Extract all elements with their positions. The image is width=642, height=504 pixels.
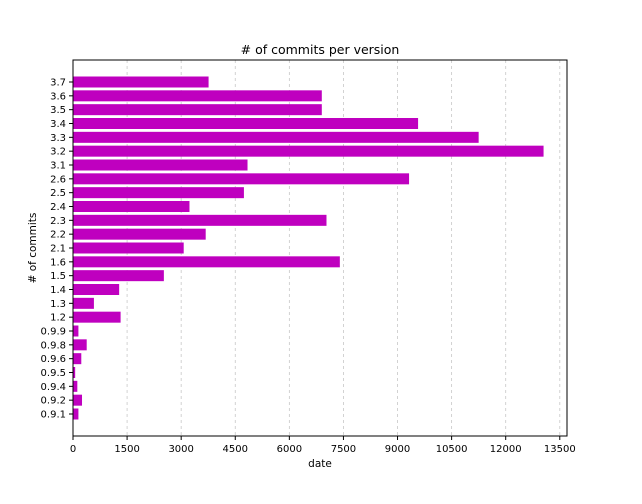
bar-3-2	[73, 145, 544, 157]
y-tick-label: 0.9.8	[41, 340, 66, 351]
y-tick-label: 3.2	[50, 147, 66, 158]
y-tick-label: 3.7	[50, 78, 66, 89]
bar-2-2	[73, 228, 206, 240]
bar-3-3	[73, 131, 479, 143]
x-tick-label: 6000	[277, 444, 302, 455]
bar-3-6	[73, 90, 322, 102]
chart-title: # of commits per version	[241, 42, 400, 57]
bar-1-3	[73, 297, 94, 309]
x-tick-label: 3000	[168, 444, 193, 455]
bar-0-9-2	[73, 394, 83, 406]
x-tick-label: 7500	[331, 444, 356, 455]
y-tick-label: 3.5	[50, 105, 66, 116]
bar-1-2	[73, 311, 121, 323]
y-tick-label: 1.5	[50, 271, 66, 282]
y-tick-label: 3.3	[50, 133, 66, 144]
y-tick-label: 2.1	[50, 244, 66, 255]
y-tick-label: 2.4	[50, 202, 66, 213]
y-tick-label: 0.9.4	[41, 382, 66, 393]
x-tick-label: 9000	[385, 444, 410, 455]
y-tick-label: 2.5	[50, 188, 66, 199]
bar-2-3	[73, 214, 327, 226]
bar-0-9-1	[73, 408, 79, 420]
bar-0-9-4	[73, 380, 78, 392]
y-tick-label: 1.6	[50, 257, 66, 268]
bar-1-4	[73, 284, 120, 295]
bar-3-5	[73, 104, 322, 116]
bar-1-5	[73, 270, 164, 282]
bar-3-1	[73, 159, 248, 171]
y-tick-label: 1.3	[50, 299, 66, 310]
x-axis-ticks: 0 1500 3000 4500 6000 7500 9000 10500 12000 13500	[70, 436, 576, 455]
y-tick-label: 2.2	[50, 230, 66, 241]
bar-2-1	[73, 242, 184, 254]
y-tick-label: 3.6	[50, 91, 66, 102]
y-tick-label: 2.6	[50, 174, 66, 185]
y-tick-label: 0.9.1	[41, 410, 66, 421]
y-tick-label: 1.2	[50, 313, 66, 324]
bar-3-4	[73, 118, 419, 129]
bar-2-4	[73, 201, 190, 212]
y-tick-label: 1.4	[50, 285, 66, 296]
bar-0-9-9	[73, 325, 79, 337]
y-tick-label: 3.1	[50, 161, 66, 172]
bar-1-6	[73, 256, 340, 268]
y-axis-label: # of commits	[27, 213, 39, 284]
y-tick-label: 0.9.9	[41, 327, 66, 338]
bar-0-9-5	[73, 367, 76, 378]
bar-3-7	[73, 76, 209, 88]
bars	[73, 76, 544, 420]
x-axis-label: date	[308, 458, 332, 470]
y-tick-label: 0.9.5	[41, 368, 66, 379]
bar-0-9-6	[73, 353, 82, 365]
y-tick-label: 0.9.6	[41, 354, 66, 365]
bar-2-5	[73, 187, 244, 199]
x-tick-label: 1500	[114, 444, 139, 455]
y-tick-label: 3.4	[50, 119, 66, 130]
x-tick-label: 4500	[223, 444, 248, 455]
bar-2-6	[73, 173, 410, 185]
y-tick-label: 2.3	[50, 216, 66, 227]
bar-0-9-8	[73, 339, 87, 351]
y-tick-label: 0.9.2	[41, 396, 66, 407]
x-tick-label: 13500	[544, 444, 576, 455]
x-tick-label: 0	[70, 444, 76, 455]
x-tick-label: 12000	[490, 444, 522, 455]
y-axis-ticks: 0.9.1 0.9.2 0.9.4 0.9.5 0.9.6 0.9.8 0.9.9 1.2 1.…	[41, 78, 73, 421]
x-tick-label: 10500	[436, 444, 468, 455]
